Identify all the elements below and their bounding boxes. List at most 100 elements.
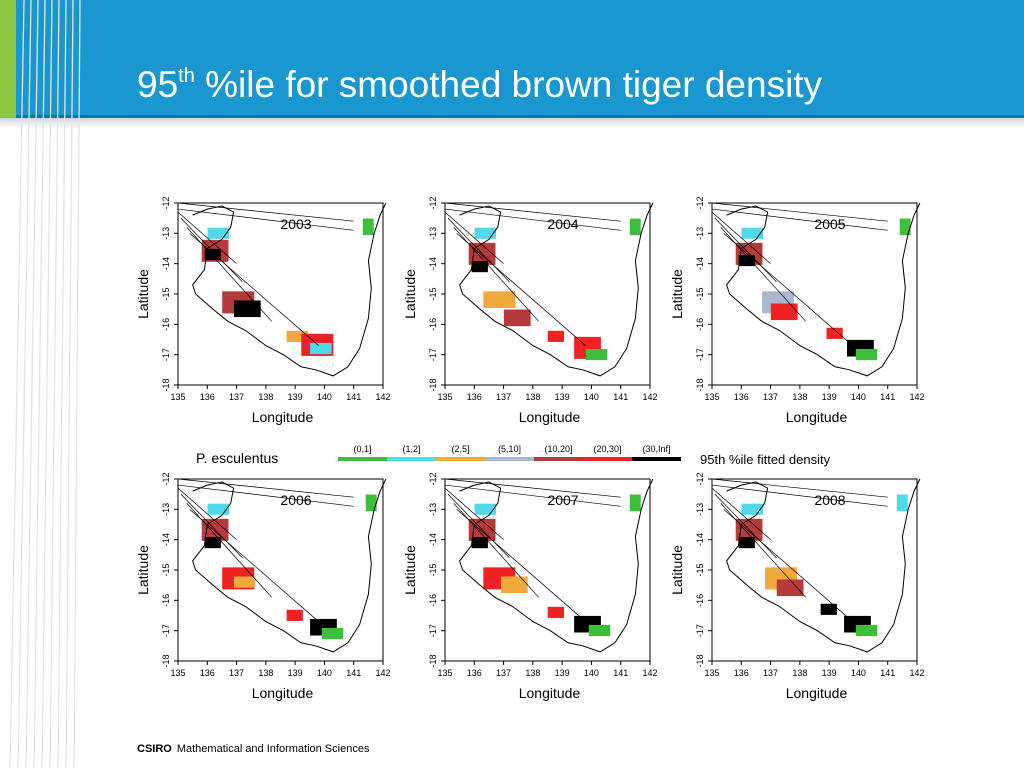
closure-line: [720, 503, 806, 598]
map-panel-2007: 135 136 137 138 139 140 141 142 -12 -13 -14 -15 -16 -…: [397, 471, 659, 711]
density-cell: [484, 253, 491, 260]
density-cell: [509, 309, 515, 316]
density-cell: [743, 254, 750, 261]
density-cell: [310, 342, 316, 349]
density-cell: [204, 542, 211, 549]
density-cell: [218, 227, 224, 234]
density-cell: [209, 537, 216, 543]
density-cell: [243, 291, 249, 298]
y-tick-label: -14: [161, 257, 171, 270]
density-cell: [780, 567, 787, 574]
density-cell: [579, 621, 586, 628]
x-tick-label: 136: [734, 392, 749, 402]
density-cell: [862, 339, 869, 346]
density-cell: [516, 581, 523, 588]
density-cell: [222, 524, 229, 530]
x-tick-label: 137: [496, 392, 511, 402]
density-cell: [201, 250, 208, 257]
density-cell: [215, 254, 221, 261]
density-cell: [504, 291, 511, 298]
density-cell: [588, 630, 595, 637]
density-cell: [599, 624, 606, 631]
x-tick-label: 137: [763, 668, 778, 678]
density-cell: [239, 305, 245, 312]
density-cell: [629, 229, 636, 236]
density-cell: [757, 509, 764, 515]
y-tick-label: -12: [161, 196, 171, 209]
x-tick-label: 136: [200, 668, 215, 678]
panel-year-label: 2007: [547, 492, 578, 508]
y-axis-label: Latitude: [135, 269, 151, 319]
density-cell: [244, 576, 251, 583]
density-cell: [227, 583, 234, 590]
x-tick-label: 142: [909, 392, 924, 402]
density-cell: [483, 291, 490, 298]
density-cell: [479, 524, 485, 530]
x-tick-label: 136: [467, 392, 482, 402]
density-cell: [248, 291, 255, 298]
y-tick-label: -14: [428, 257, 438, 270]
density-cell: [479, 529, 485, 536]
x-axis-label: Longitude: [786, 685, 848, 701]
legend-class-label: (10,20]: [544, 444, 572, 454]
density-cell: [558, 330, 565, 337]
density-cell: [207, 227, 214, 234]
density-cell: [553, 336, 559, 342]
density-cell: [306, 339, 313, 345]
density-cell: [222, 518, 229, 525]
density-cell: [306, 350, 313, 356]
legend-class-label: (0,1]: [353, 444, 371, 454]
density-cell: [767, 307, 774, 314]
density-cell: [579, 342, 586, 348]
x-tick-label: 136: [200, 392, 215, 402]
density-cell: [786, 567, 792, 574]
x-tick-label: 138: [258, 668, 273, 678]
title-rest: %ile for smoothed brown tiger density: [194, 64, 823, 105]
map-panel-2004: 135 136 137 138 139 140 141 142 -12 -13 -14 -15 -16 -…: [397, 195, 659, 435]
density-cell: [902, 505, 908, 512]
density-cell: [368, 224, 374, 230]
x-tick-label: 141: [613, 392, 628, 402]
density-cell: [797, 590, 804, 597]
density-cell: [301, 344, 307, 351]
density-cell: [204, 254, 211, 261]
density-cell: [746, 529, 752, 536]
density-cell: [320, 624, 327, 631]
density-cell: [792, 590, 799, 597]
density-cell: [604, 630, 611, 637]
y-tick-label: -16: [161, 594, 171, 607]
density-cell: [825, 603, 832, 610]
y-tick-label: -13: [428, 227, 438, 240]
density-cell: [238, 291, 244, 298]
density-cell: [786, 314, 793, 321]
density-cell: [370, 494, 377, 501]
map-panel-2006: 135 136 137 138 139 140 141 142 -12 -13 -14 -15 -16 -…: [130, 471, 392, 711]
density-cell: [591, 354, 597, 361]
density-cell: [485, 509, 491, 515]
density-cell: [547, 330, 554, 337]
density-cell: [204, 248, 211, 255]
x-tick-label: 135: [170, 392, 185, 402]
density-cell: [574, 342, 580, 348]
legend-class-label: (5,10]: [498, 444, 521, 454]
title-superscript: th: [178, 65, 195, 87]
legend-caption: 95th %ile fitted density: [700, 452, 831, 467]
y-tick-label: -16: [161, 318, 171, 331]
legend-class-label: (30,Inf]: [642, 444, 670, 454]
density-cell: [201, 524, 208, 530]
density-cell: [797, 584, 804, 591]
density-cell: [777, 291, 784, 298]
density-cell: [514, 320, 521, 327]
density-cell: [493, 567, 500, 574]
density-cell: [286, 336, 293, 342]
density-cell: [201, 529, 208, 536]
density-cell: [310, 348, 316, 355]
density-cell: [825, 609, 832, 615]
density-cell: [482, 261, 488, 267]
density-cell: [746, 233, 753, 239]
density-cell: [243, 296, 249, 303]
closure-line: [711, 211, 771, 264]
density-cell: [201, 245, 208, 251]
density-cell: [579, 336, 586, 343]
density-cell: [511, 581, 518, 588]
